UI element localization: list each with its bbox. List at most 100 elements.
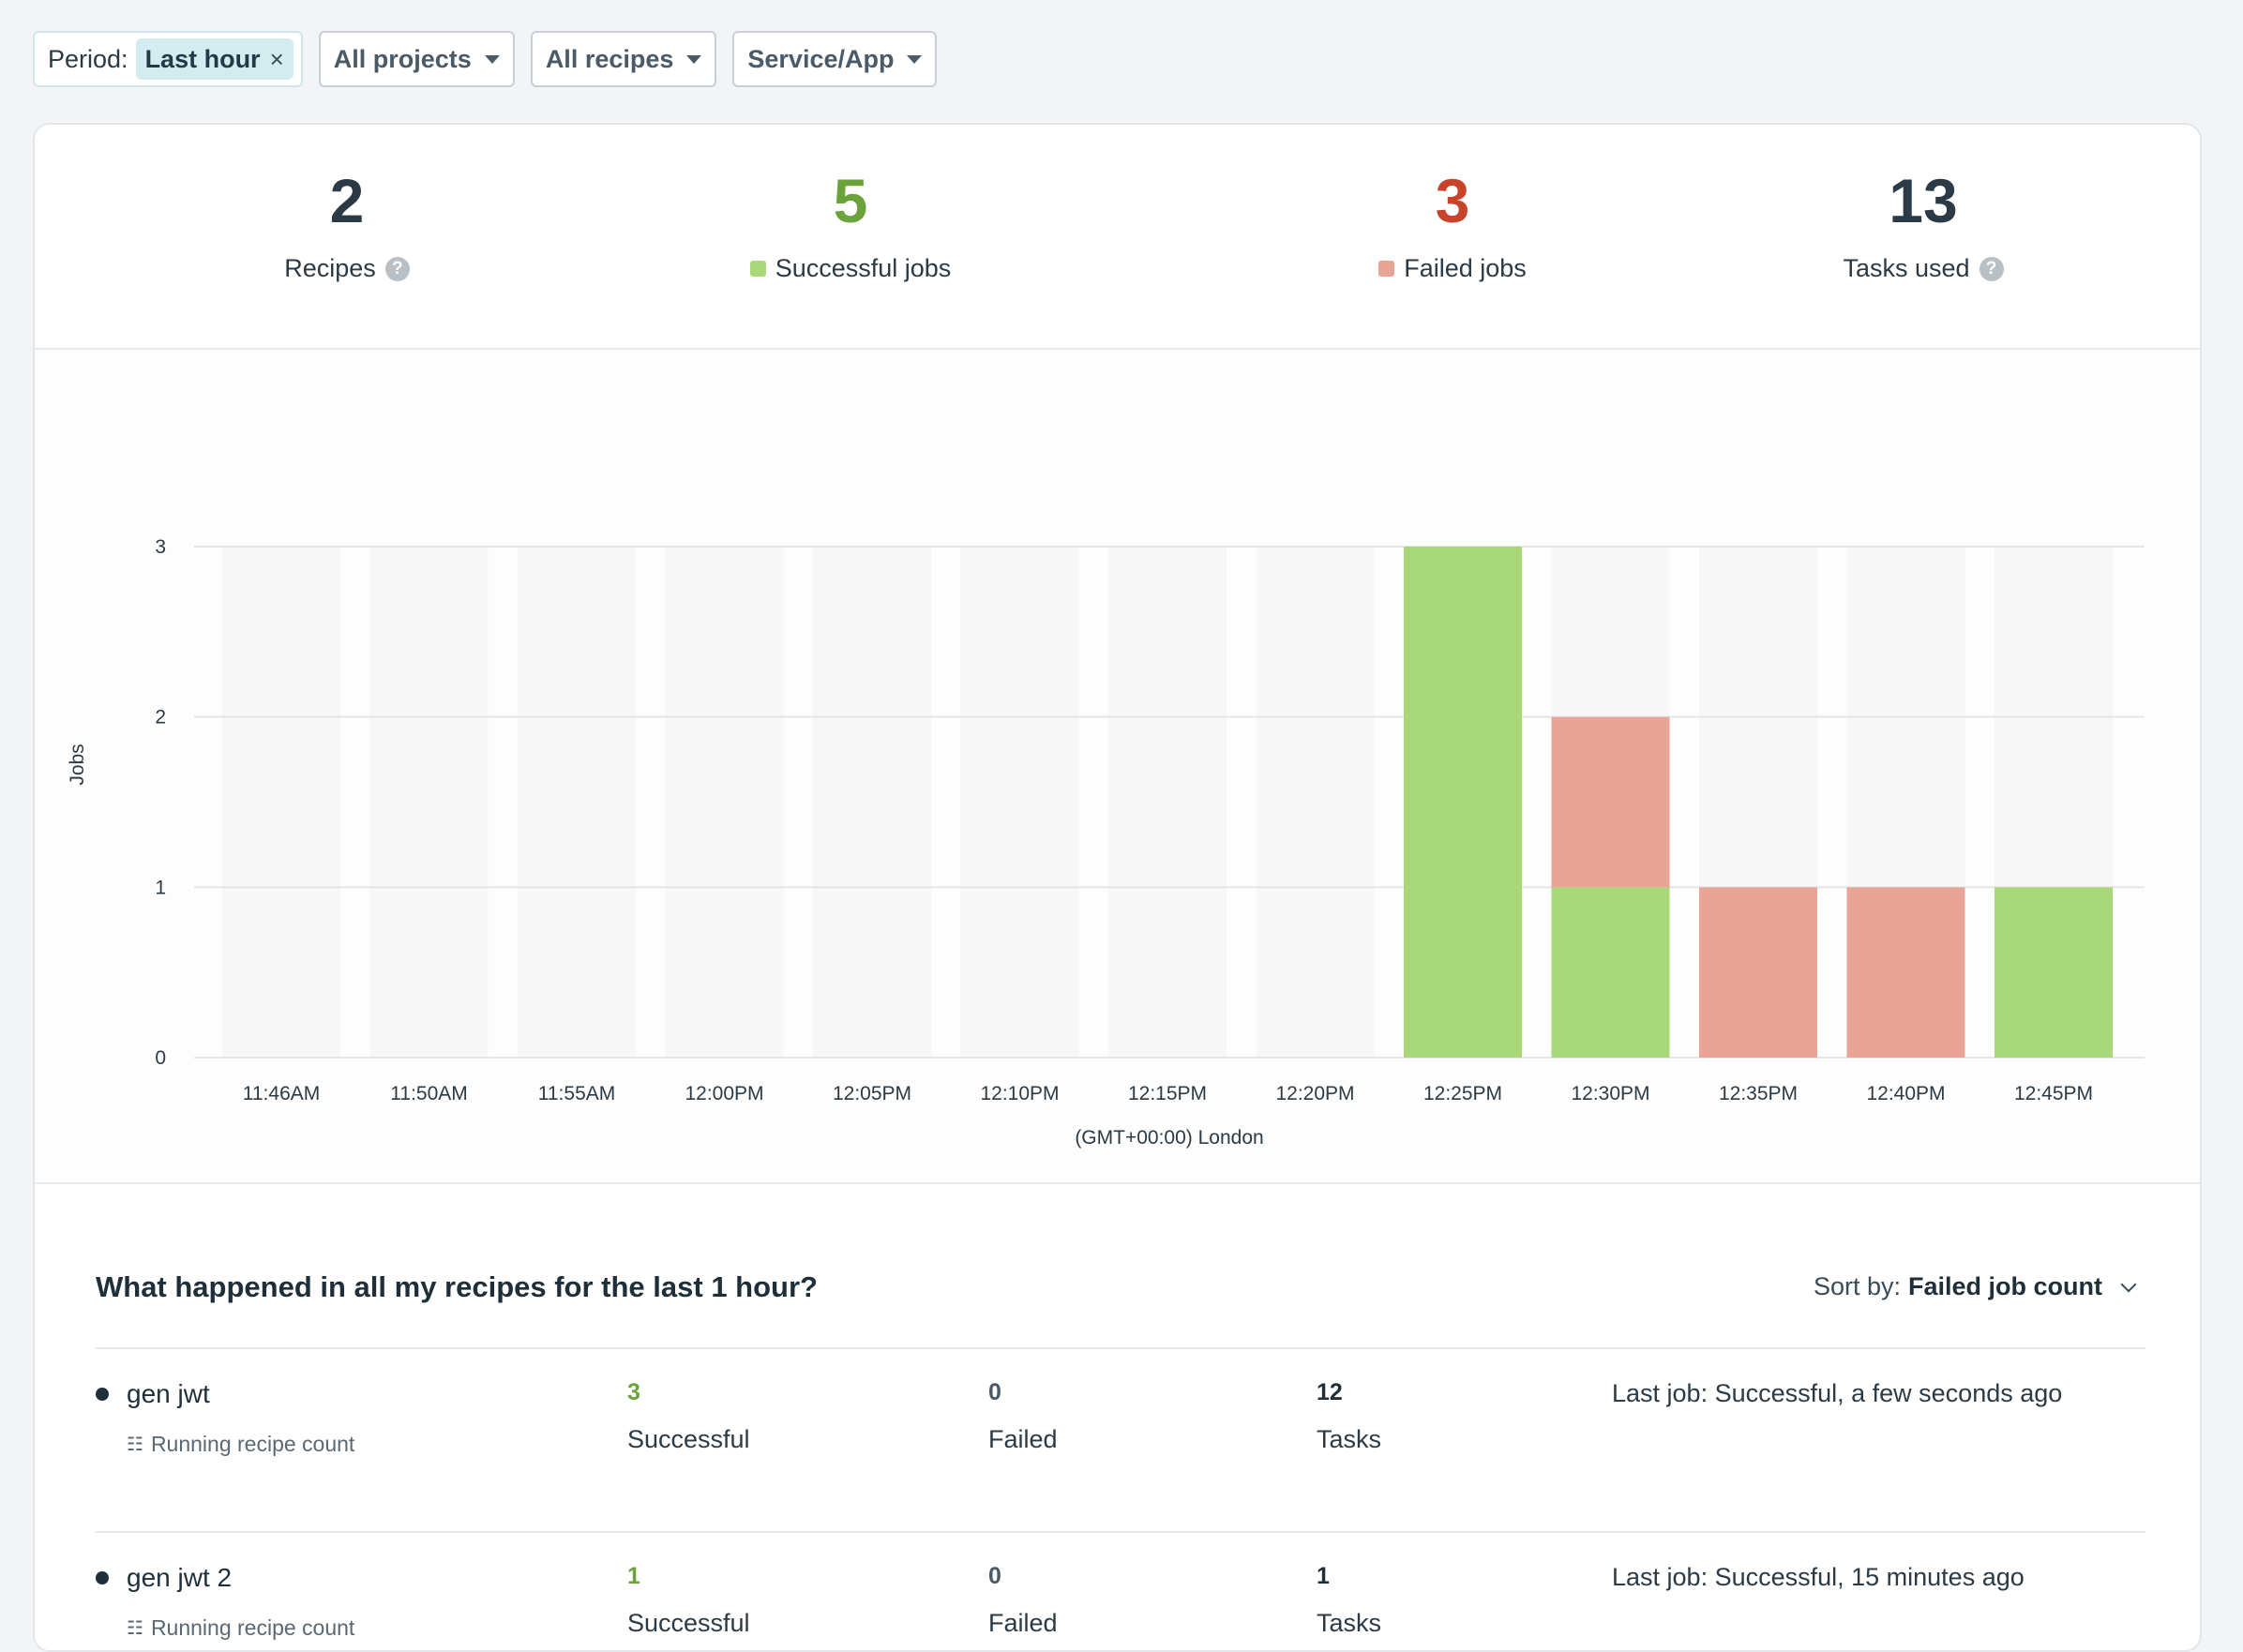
successful-label: Successful: [627, 1609, 750, 1637]
failed-label: Failed: [988, 1609, 1058, 1637]
tasks-count: 12: [1317, 1379, 1343, 1405]
recipes-dropdown[interactable]: All recipes: [530, 31, 717, 87]
failed-bar: [1699, 887, 1817, 1058]
layers-icon: ☷: [127, 1618, 143, 1639]
success-bar: [1404, 547, 1522, 1058]
x-tick-label: 12:10PM: [980, 1083, 1059, 1104]
x-axis-title: (GMT+00:00) London: [1075, 1127, 1263, 1149]
stat-failed-value: 3: [1435, 166, 1470, 235]
layers-icon: ☷: [127, 1434, 143, 1455]
tasks-label: Tasks: [1317, 1609, 1382, 1637]
tasks-metric: 12 Tasks: [1317, 1379, 1381, 1454]
x-tick-label: 12:05PM: [833, 1083, 911, 1104]
caret-down-icon: [907, 54, 923, 64]
bar-background: [813, 547, 931, 1058]
x-tick-label: 11:55AM: [538, 1083, 616, 1104]
success-legend-icon: [749, 261, 766, 277]
status-dot-icon: [96, 1571, 109, 1584]
divider: [96, 1531, 2145, 1533]
bar-background: [1256, 547, 1375, 1058]
recipe-subtext: Running recipe count: [150, 1615, 355, 1640]
recipe-name[interactable]: gen jwt: [127, 1379, 210, 1408]
successful-metric: 3 Successful: [627, 1379, 750, 1454]
sort-dropdown[interactable]: Sort by: Failed job count: [1813, 1272, 2137, 1301]
y-tick-label: 3: [155, 536, 166, 558]
successful-label: Successful: [627, 1425, 750, 1453]
failed-count: 0: [988, 1379, 1001, 1405]
x-tick-label: 12:30PM: [1571, 1083, 1649, 1104]
failed-legend-icon: [1378, 261, 1395, 277]
help-icon[interactable]: ?: [384, 256, 410, 281]
bar-background: [960, 547, 1079, 1058]
x-tick-label: 12:40PM: [1866, 1083, 1945, 1104]
period-filter[interactable]: Period: Last hour ×: [33, 31, 303, 87]
close-icon[interactable]: ×: [269, 44, 284, 73]
stat-tasks-value: 13: [1889, 166, 1958, 235]
period-value-tag[interactable]: Last hour ×: [135, 38, 294, 80]
sort-label: Sort by:: [1813, 1272, 1901, 1300]
y-axis-title: Jobs: [67, 743, 88, 785]
stat-successful: 5 Successful jobs: [616, 170, 1085, 283]
table-row[interactable]: gen jwt ☷ Running recipe count 3 Success…: [96, 1349, 2145, 1533]
y-tick-label: 2: [155, 707, 166, 728]
chevron-down-icon: [2120, 1276, 2137, 1292]
projects-dropdown-label: All projects: [333, 44, 472, 73]
stat-tasks-label: Tasks used: [1843, 254, 1970, 282]
failed-metric: 0 Failed: [988, 1563, 1058, 1638]
x-tick-label: 12:25PM: [1423, 1083, 1502, 1104]
projects-dropdown[interactable]: All projects: [318, 31, 515, 87]
stat-recipes: 2 Recipes ?: [113, 170, 581, 283]
table-row[interactable]: gen jwt 2 ☷ Running recipe count 1 Succe…: [96, 1533, 2145, 1650]
stat-failed: 3 Failed jobs: [1218, 170, 1687, 283]
successful-metric: 1 Successful: [627, 1563, 750, 1638]
filter-bar: Period: Last hour × All projects All rec…: [33, 31, 938, 87]
bar-background: [1108, 547, 1227, 1058]
sort-value: Failed job count: [1908, 1272, 2102, 1300]
recipe-name[interactable]: gen jwt 2: [127, 1563, 233, 1592]
summary-title: What happened in all my recipes for the …: [96, 1270, 818, 1303]
period-value: Last hour: [144, 44, 261, 73]
last-job-status: Last job: Successful, a few seconds ago: [1612, 1379, 2063, 1407]
stat-recipes-label: Recipes: [284, 254, 376, 282]
success-bar: [1551, 887, 1670, 1058]
x-tick-label: 11:50AM: [390, 1083, 468, 1104]
divider: [96, 1347, 2145, 1349]
x-tick-label: 12:45PM: [2014, 1083, 2093, 1104]
y-tick-label: 1: [155, 877, 166, 898]
failed-label: Failed: [988, 1425, 1058, 1453]
bar-background: [518, 547, 636, 1058]
failed-count: 0: [988, 1563, 1001, 1589]
success-bar: [1995, 887, 2113, 1058]
stat-tasks: 13 Tasks used ?: [1689, 170, 2158, 283]
x-tick-label: 12:35PM: [1719, 1083, 1798, 1104]
failed-metric: 0 Failed: [988, 1379, 1058, 1454]
x-tick-label: 12:15PM: [1128, 1083, 1207, 1104]
successful-count: 1: [627, 1563, 640, 1589]
last-job-status: Last job: Successful, 15 minutes ago: [1612, 1563, 2025, 1591]
bar-background: [665, 547, 784, 1058]
period-label: Period:: [48, 44, 128, 73]
bar-background: [222, 547, 340, 1058]
jobs-chart-svg: 0 1 2 3 11:46AM 11:50AM 11:55AM 12:00PM 12:05PM 1…: [67, 536, 2145, 1149]
stat-successful-value: 5: [833, 166, 868, 235]
jobs-chart: 0 1 2 3 11:46AM 11:50AM 11:55AM 12:00PM 12:05PM 1…: [35, 350, 2200, 1184]
stat-recipes-value: 2: [329, 166, 365, 235]
x-tick-label: 12:00PM: [685, 1083, 763, 1104]
x-tick-label: 12:20PM: [1275, 1083, 1354, 1104]
service-app-dropdown[interactable]: Service/App: [732, 31, 938, 87]
failed-bar: [1551, 716, 1670, 888]
dashboard-card: 2 Recipes ? 5 Successful jobs 3 Failed j…: [33, 123, 2202, 1652]
tasks-label: Tasks: [1317, 1425, 1382, 1453]
stat-failed-label: Failed jobs: [1404, 254, 1527, 282]
recipe-subtext: Running recipe count: [150, 1432, 355, 1456]
x-tick-label: 11:46AM: [243, 1083, 321, 1104]
tasks-count: 1: [1317, 1563, 1330, 1589]
bar-background: [369, 547, 489, 1058]
successful-count: 3: [627, 1379, 640, 1405]
help-icon[interactable]: ?: [1979, 256, 2004, 281]
stat-successful-label: Successful jobs: [775, 254, 952, 282]
recipes-dropdown-label: All recipes: [545, 44, 674, 73]
failed-bar: [1846, 887, 1965, 1058]
caret-down-icon: [484, 54, 500, 64]
service-app-dropdown-label: Service/App: [747, 44, 895, 73]
